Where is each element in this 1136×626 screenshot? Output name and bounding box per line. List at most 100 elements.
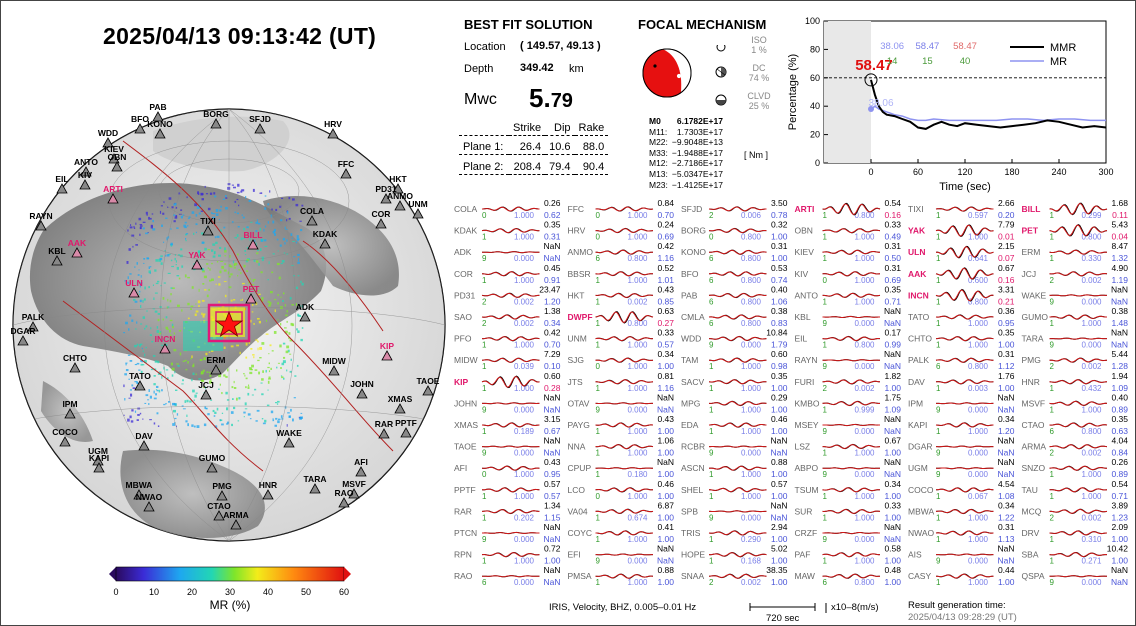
coverage-cell	[130, 393, 133, 397]
synthetic-trace	[1049, 400, 1108, 406]
coverage-cell	[152, 355, 156, 357]
station-name: JOHN	[454, 398, 477, 408]
station-label: KAPI	[89, 453, 109, 463]
station-name: HKT	[568, 290, 585, 300]
coverage-cell	[170, 259, 173, 262]
coverage-cell	[140, 305, 142, 308]
coverage-cell	[284, 327, 287, 329]
station-name: LSZ	[795, 442, 811, 452]
station-weight: 0.039	[514, 362, 535, 371]
coverage-cell	[206, 294, 209, 298]
coverage-cell	[285, 350, 289, 354]
coverage-cell	[226, 399, 230, 401]
coverage-cell	[178, 329, 182, 332]
station-name: BORG	[681, 226, 706, 236]
coverage-cell	[153, 422, 156, 425]
coverage-cell	[156, 330, 160, 333]
coverage-cell	[212, 243, 216, 246]
coverage-cell	[212, 216, 216, 219]
station-weight: 1.000	[514, 492, 535, 501]
coverage-cell	[195, 310, 199, 313]
coverage-cell	[244, 408, 248, 410]
station-marker: CTAO	[207, 501, 231, 521]
station-weight: 1.000	[854, 233, 875, 242]
coverage-cell	[247, 392, 250, 396]
coverage-cell	[149, 217, 152, 220]
coverage-cell	[157, 425, 160, 427]
coverage-cell	[137, 407, 141, 410]
station-name: KIP	[454, 377, 469, 387]
coverage-cell	[134, 266, 136, 268]
station-group: 2	[482, 319, 487, 328]
coverage-cell	[264, 419, 267, 423]
coverage-cell	[249, 278, 252, 280]
coverage-cell	[214, 411, 217, 414]
coverage-cell	[223, 226, 226, 229]
coverage-cell	[225, 391, 228, 395]
coverage-cell	[201, 379, 205, 382]
station-marker: KIP	[380, 341, 394, 361]
coverage-cell	[159, 210, 162, 214]
coverage-cell	[223, 269, 227, 272]
station-weight: 0.800	[741, 233, 762, 242]
coverage-cell	[145, 325, 148, 328]
coverage-cell	[289, 370, 292, 373]
coverage-cell	[203, 357, 206, 361]
station-weight: 0.002	[1081, 513, 1102, 522]
station-name: RPN	[454, 550, 472, 560]
synthetic-trace	[482, 532, 540, 534]
coverage-cell	[221, 305, 225, 308]
station-triangle	[93, 462, 105, 473]
station-name: ASCN	[681, 463, 705, 473]
station-fit: NaN	[884, 361, 901, 371]
station-label: PALK	[22, 312, 45, 322]
station-fit: 1.00	[771, 534, 788, 544]
coverage-cell	[274, 424, 277, 427]
colorbar-tick: 60	[339, 587, 349, 597]
coverage-cell	[250, 348, 253, 350]
coverage-cell	[140, 359, 142, 362]
coverage-cell	[293, 256, 296, 258]
station-group: 1	[936, 427, 941, 436]
coverage-cell	[144, 327, 146, 330]
coverage-cell	[197, 191, 199, 194]
station-name: BFO	[681, 269, 699, 279]
station-vr: 4.04	[1111, 436, 1128, 446]
coverage-cell	[233, 387, 237, 389]
station-group: 9	[596, 557, 601, 566]
coverage-cell	[172, 402, 175, 406]
station-vr: 0.42	[544, 328, 561, 338]
asia-landmass	[29, 183, 327, 381]
station-fit: 0.91	[544, 275, 561, 285]
coverage-cell	[168, 197, 172, 200]
station-weight: 1.000	[854, 492, 875, 501]
mw-value: 5.79	[529, 83, 573, 114]
synthetic-trace	[595, 249, 653, 255]
coverage-cell	[282, 300, 284, 302]
coverage-cell	[236, 369, 238, 372]
coverage-cell	[127, 418, 130, 422]
station-weight: 0.000	[514, 578, 535, 587]
coverage-cell	[201, 268, 205, 271]
synthetic-trace	[822, 228, 881, 234]
coverage-cell	[156, 385, 159, 388]
coverage-cell	[218, 283, 221, 286]
coverage-cell	[251, 304, 254, 306]
coverage-cell	[207, 249, 211, 251]
station-group: 1	[482, 233, 487, 242]
coverage-cell	[204, 406, 207, 409]
station-weight: 0.000	[1081, 297, 1102, 306]
coverage-cell	[297, 275, 300, 277]
coverage-cell	[242, 237, 246, 239]
station-vr: 0.35	[771, 371, 788, 381]
synthetic-trace	[708, 357, 767, 363]
coverage-cell	[193, 399, 195, 401]
station-fit: 1.15	[544, 512, 561, 522]
